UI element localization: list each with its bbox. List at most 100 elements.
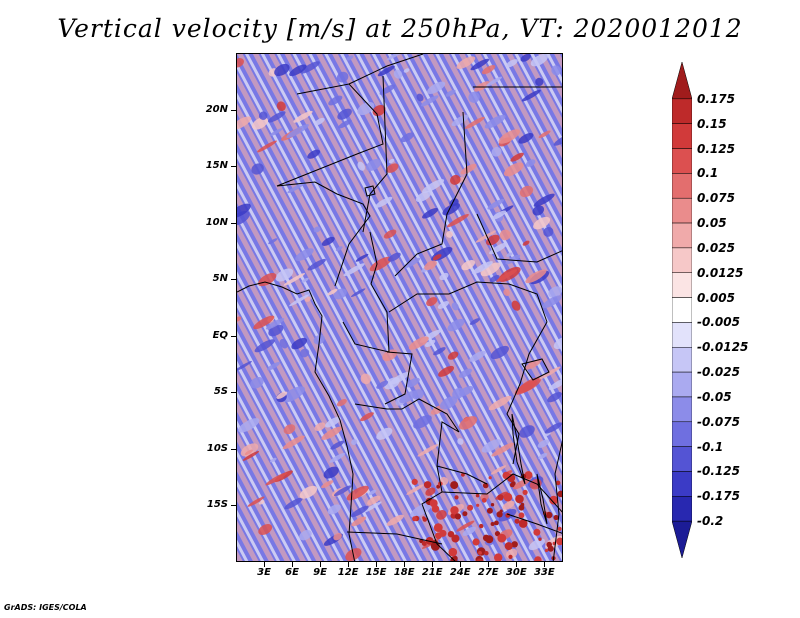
- strong-ascent-cell: [472, 538, 480, 546]
- strong-ascent-cell: [494, 553, 503, 561]
- descent-blob: [537, 439, 550, 448]
- border-drc-angola: [354, 398, 488, 485]
- descent-blob: [350, 288, 366, 298]
- lon-tick-mark: [348, 562, 350, 567]
- descent-blob: [520, 54, 531, 62]
- lon-tick-label: 9E: [313, 567, 327, 578]
- descent-blob: [357, 161, 365, 171]
- descent-blob: [333, 485, 352, 497]
- border-south-sudan: [476, 213, 562, 263]
- colorbar-swatch: [671, 98, 693, 124]
- descent-blob: [403, 68, 410, 73]
- ascent-blob: [438, 365, 455, 377]
- colorbar-level-label: -0.075: [697, 414, 740, 429]
- descent-blob: [333, 288, 347, 300]
- strong-ascent-cell: [557, 490, 562, 498]
- descent-blob: [393, 69, 403, 79]
- strong-ascent-cell: [454, 513, 461, 520]
- descent-blob: [274, 63, 290, 77]
- descent-blob: [458, 368, 472, 378]
- descent-blob: [544, 422, 562, 434]
- descent-blob: [452, 387, 465, 399]
- strong-ascent-cell: [524, 471, 533, 480]
- strong-ascent-cell: [515, 494, 524, 504]
- descent-blob: [422, 208, 439, 219]
- lat-tick-mark: [231, 448, 236, 450]
- colorbar-swatch: [671, 520, 693, 559]
- descent-blob: [299, 348, 310, 358]
- strong-ascent-cell: [490, 503, 495, 507]
- descent-blob: [505, 59, 518, 68]
- descent-blob: [528, 538, 545, 551]
- strong-ascent-cell: [461, 472, 465, 477]
- ascent-blob: [369, 256, 392, 272]
- descent-blob: [336, 71, 349, 83]
- descent-blob: [462, 526, 477, 536]
- colorbar-swatch: [671, 148, 693, 174]
- lon-tick-label: 21E: [421, 567, 443, 578]
- descent-blob: [251, 163, 264, 175]
- descent-blob: [451, 302, 459, 311]
- ascent-blob: [474, 81, 490, 92]
- strong-ascent-cell: [439, 529, 447, 537]
- strong-ascent-cell: [476, 503, 480, 507]
- ascent-blob: [293, 110, 313, 123]
- ascent-blob: [253, 315, 275, 330]
- ascent-blob: [314, 422, 326, 431]
- descent-blob: [388, 158, 395, 164]
- colorbar-level-label: 0.175: [697, 91, 735, 106]
- ascent-blob: [525, 269, 547, 284]
- lat-tick-mark: [231, 335, 236, 337]
- strong-ascent-cell: [511, 481, 516, 486]
- descent-blob: [338, 119, 352, 129]
- descent-blob: [525, 159, 536, 167]
- strong-ascent-cell: [522, 489, 528, 495]
- strong-ascent-cell: [462, 511, 468, 517]
- descent-blob: [451, 114, 469, 127]
- descent-blob: [376, 427, 393, 440]
- ascent-blob: [498, 129, 521, 144]
- lake-tanganyika: [511, 413, 526, 485]
- colorbar-level-label: -0.1: [697, 439, 724, 454]
- lat-tick-label: EQ: [212, 329, 228, 341]
- strong-ascent-cell: [467, 504, 474, 511]
- strong-ascent-cell: [497, 494, 504, 501]
- descent-blob: [287, 182, 305, 194]
- ascent-blob: [406, 484, 424, 495]
- descent-blob: [420, 95, 439, 107]
- descent-blob: [481, 439, 502, 453]
- strong-ascent-cell: [497, 533, 507, 543]
- ascent-blob: [321, 480, 334, 489]
- border-mozambique: [506, 513, 562, 534]
- ascent-blob: [386, 163, 399, 173]
- lat-tick-label: 10N: [205, 216, 228, 228]
- ascent-blob: [426, 297, 438, 307]
- descent-blob: [301, 277, 309, 283]
- strong-ascent-cell: [485, 535, 494, 544]
- descent-blob: [250, 376, 264, 389]
- strong-ascent-cell: [451, 534, 460, 543]
- ascent-blob: [502, 500, 515, 510]
- descent-blob: [368, 489, 377, 496]
- ascent-blob: [496, 269, 518, 282]
- colorbar-swatch: [671, 496, 693, 522]
- ascent-blob: [327, 288, 338, 296]
- map-panel: [236, 53, 563, 562]
- descent-blob: [388, 252, 401, 262]
- descent-blob: [237, 210, 250, 226]
- descent-blob: [376, 380, 389, 389]
- colorbar-level-label: 0.005: [697, 290, 735, 305]
- descent-blob: [321, 236, 335, 246]
- descent-blob: [269, 128, 283, 137]
- velocity-field: [237, 54, 562, 561]
- colorbar-swatch: [671, 173, 693, 199]
- strong-ascent-cell: [533, 528, 541, 536]
- ascent-blob: [450, 174, 461, 185]
- descent-blob: [291, 337, 308, 350]
- ascent-blob: [283, 424, 296, 435]
- ascent-blob: [461, 259, 475, 271]
- country-borders: [237, 54, 562, 561]
- ascent-blob: [446, 213, 469, 228]
- strong-ascent-cell: [484, 551, 489, 556]
- descent-blob: [506, 252, 513, 257]
